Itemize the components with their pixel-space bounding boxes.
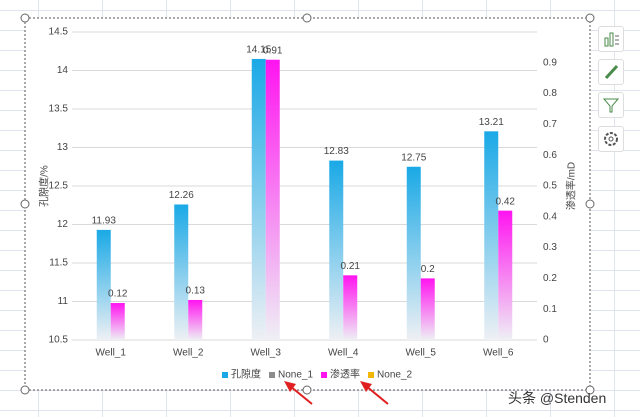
y2-tick-label: 0.7 xyxy=(543,119,557,130)
data-label: 12.26 xyxy=(169,190,194,201)
y2-tick-label: 0.6 xyxy=(543,150,557,161)
legend-swatch xyxy=(368,372,375,378)
x-tick-label: Well_1 xyxy=(96,348,127,359)
legend-swatch xyxy=(222,372,228,378)
data-label: 13.21 xyxy=(479,117,504,128)
x-tick-label: Well_4 xyxy=(328,348,359,359)
y2-axis-label: 渗透率/mD xyxy=(565,162,578,210)
legend-label: 渗透率 xyxy=(330,368,360,381)
bar xyxy=(96,229,111,340)
y2-tick-label: 0.9 xyxy=(543,57,557,68)
y-tick-label: 13 xyxy=(57,142,69,153)
bar xyxy=(406,166,421,340)
y-tick-label: 10.5 xyxy=(49,335,69,346)
y2-tick-label: 0 xyxy=(543,335,549,346)
handles xyxy=(20,13,595,395)
y2-tick-label: 0.5 xyxy=(543,181,557,192)
data-label: 0.42 xyxy=(496,196,516,207)
chart-styles-button[interactable] xyxy=(598,59,624,85)
y2-tick-label: 0.3 xyxy=(543,242,557,253)
data-label: 0.12 xyxy=(108,289,128,300)
legend-swatch xyxy=(269,372,275,378)
y2-tick-label: 0.1 xyxy=(543,304,557,315)
legend-label: 孔隙度 xyxy=(231,368,261,381)
y-tick-label: 11 xyxy=(58,296,69,307)
bar xyxy=(329,160,344,340)
bar xyxy=(174,204,189,340)
data-label: 0.91 xyxy=(263,45,283,56)
data-label: 14.15 xyxy=(246,45,271,56)
x-tick-label: Well_5 xyxy=(406,348,437,359)
bar xyxy=(110,303,125,340)
y-tick-label: 13.5 xyxy=(49,104,69,115)
y-axis-label: 孔隙度/% xyxy=(38,165,51,207)
bar xyxy=(420,278,435,340)
chart-filter-button[interactable] xyxy=(598,92,624,118)
y-tick-label: 14 xyxy=(57,65,69,76)
data-label: 12.75 xyxy=(401,152,426,163)
bar xyxy=(498,210,513,340)
chart-elements-button[interactable] xyxy=(598,26,624,52)
y2-tick-label: 0.4 xyxy=(543,211,557,222)
bar xyxy=(188,299,203,340)
data-label: 12.83 xyxy=(324,146,349,157)
y-tick-label: 12 xyxy=(57,219,69,230)
legend-label: None_2 xyxy=(377,370,412,381)
y2-tick-label: 0.8 xyxy=(543,88,557,99)
y-tick-label: 14.5 xyxy=(49,27,69,38)
data-label: 0.21 xyxy=(341,261,361,272)
bar xyxy=(343,275,358,340)
chart-settings-button[interactable] xyxy=(598,126,624,152)
y2-tick-label: 0.2 xyxy=(543,273,557,284)
x-tick-label: Well_2 xyxy=(173,348,204,359)
y-tick-label: 12.5 xyxy=(49,181,69,192)
data-label: 11.93 xyxy=(92,216,117,227)
bar xyxy=(484,131,499,340)
x-tick-label: Well_6 xyxy=(483,348,514,359)
data-label: 0.2 xyxy=(421,264,435,275)
arrows xyxy=(284,381,389,405)
x-tick-label: Well_3 xyxy=(251,348,282,359)
data-label: 0.13 xyxy=(186,286,206,297)
watermark: 头条 @Stenden xyxy=(508,390,607,406)
bar xyxy=(265,59,280,340)
legend-swatch xyxy=(321,372,328,378)
y-tick-label: 11.5 xyxy=(49,258,68,269)
legend-label: None_1 xyxy=(278,370,313,381)
bar xyxy=(251,58,266,340)
